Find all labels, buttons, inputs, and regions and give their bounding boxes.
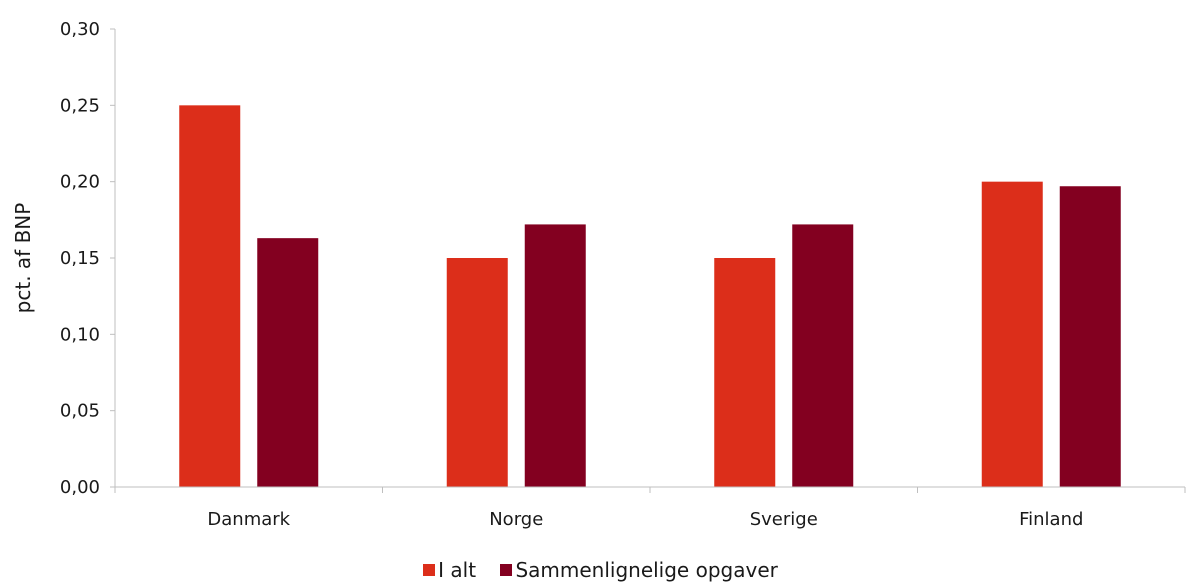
y-tick-label: 0,10 xyxy=(60,324,100,345)
y-tick-label: 0,00 xyxy=(60,477,100,498)
legend-swatch xyxy=(500,564,513,576)
x-axis-ticks: Danmark Norge Sverige Finland xyxy=(114,487,1186,530)
bar-finland-series-2 xyxy=(1059,186,1121,487)
bar-sverige-series-2 xyxy=(792,224,854,487)
bar-danmark-series-1 xyxy=(179,105,241,487)
legend-label: Sammenlignelige opgaver xyxy=(515,558,778,582)
legend-label: I alt xyxy=(438,558,477,582)
y-axis-title: pct. af BNP xyxy=(11,203,35,314)
x-tick-label: Finland xyxy=(1019,509,1083,530)
bar-finland-series-1 xyxy=(981,181,1043,487)
bar-sverige-series-1 xyxy=(714,258,776,487)
y-tick-label: 0,05 xyxy=(60,401,100,422)
legend-item-series-1: I alt xyxy=(423,558,476,582)
bar-chart: 0,00 0,05 0,10 0,15 0,20 0,25 0,30 Danmark Norg… xyxy=(11,19,1186,530)
y-axis-ticks: 0,00 0,05 0,10 0,15 0,20 0,25 0,30 xyxy=(60,19,115,498)
y-tick-label: 0,15 xyxy=(60,248,100,269)
x-tick-label: Sverige xyxy=(750,509,818,530)
x-tick-label: Danmark xyxy=(207,509,290,530)
bar-norge-series-1 xyxy=(446,258,508,487)
legend-item-series-2: Sammenlignelige opgaver xyxy=(500,558,778,582)
legend-swatch xyxy=(423,564,436,576)
bar-danmark-series-2 xyxy=(257,238,319,487)
y-tick-label: 0,30 xyxy=(60,19,100,40)
x-tick-label: Norge xyxy=(489,509,543,530)
y-tick-label: 0,20 xyxy=(60,172,100,193)
bars xyxy=(179,105,1121,487)
bar-norge-series-2 xyxy=(524,224,586,487)
legend: I alt Sammenlignelige opgaver xyxy=(0,557,1201,582)
y-tick-label: 0,25 xyxy=(60,95,100,116)
